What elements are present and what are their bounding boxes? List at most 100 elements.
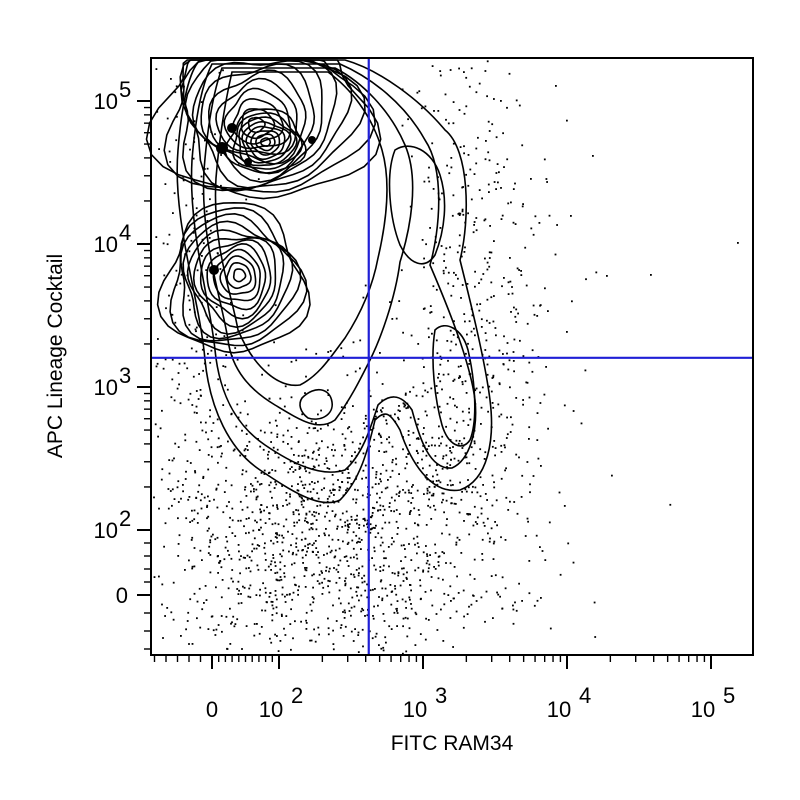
x-tick-exponent: 5 [723, 683, 735, 708]
data-point [308, 528, 311, 531]
data-point [456, 336, 459, 339]
data-point [507, 368, 510, 371]
data-point [230, 484, 233, 487]
data-point [472, 453, 475, 456]
data-point [369, 445, 371, 448]
data-point [362, 518, 365, 520]
data-point [287, 530, 289, 533]
data-point [425, 562, 428, 565]
data-point [490, 426, 493, 429]
data-point [372, 506, 374, 509]
data-point [240, 602, 243, 604]
data-point [438, 373, 440, 375]
data-point [417, 509, 420, 511]
data-point [192, 231, 195, 234]
data-point [265, 601, 268, 603]
data-point [300, 503, 303, 506]
data-point [256, 495, 259, 498]
data-point [326, 500, 329, 503]
data-point [493, 295, 495, 297]
data-point [490, 390, 493, 393]
data-point [447, 282, 450, 285]
data-point [475, 162, 478, 165]
data-point [287, 471, 290, 474]
contour-line [176, 59, 493, 504]
data-point [237, 416, 240, 419]
data-point [393, 611, 396, 614]
data-point [389, 414, 392, 417]
data-point [291, 598, 294, 601]
data-point [232, 449, 235, 452]
data-point [480, 423, 482, 425]
data-point [392, 540, 395, 543]
data-point [419, 584, 422, 587]
data-point [379, 544, 382, 547]
data-point [401, 567, 403, 570]
data-point [354, 451, 356, 454]
data-point [473, 327, 475, 330]
data-point [313, 628, 315, 631]
data-point [487, 183, 490, 186]
data-point [338, 589, 341, 592]
data-point [332, 483, 335, 486]
data-point [353, 576, 356, 578]
data-point [446, 340, 449, 342]
data-point [314, 640, 317, 643]
data-point [346, 560, 349, 562]
data-point [446, 484, 449, 486]
data-point [325, 528, 327, 530]
data-point [275, 598, 278, 601]
data-point [500, 413, 503, 416]
data-point [196, 412, 198, 414]
data-point [416, 462, 419, 464]
data-point [197, 398, 200, 400]
data-point [475, 387, 478, 390]
contour-line [202, 67, 414, 426]
data-point [522, 399, 524, 401]
data-point [395, 520, 398, 523]
data-point [285, 615, 288, 617]
data-point [283, 462, 286, 464]
data-point [191, 404, 194, 406]
data-point [287, 429, 289, 432]
data-point [506, 158, 509, 161]
data-point [162, 242, 165, 245]
data-point [312, 468, 314, 470]
data-point [355, 455, 358, 457]
data-point [157, 435, 159, 438]
data-point [595, 271, 598, 274]
data-point [437, 197, 440, 199]
data-point [513, 501, 516, 503]
data-point [411, 497, 414, 499]
data-point [248, 440, 251, 443]
data-point [521, 600, 523, 602]
data-point [340, 406, 343, 409]
data-point [278, 411, 281, 414]
data-point [229, 607, 231, 610]
data-point [432, 492, 435, 495]
data-point [356, 557, 359, 560]
data-point [473, 173, 476, 175]
data-point [347, 523, 349, 526]
data-point [466, 462, 468, 465]
data-point [355, 590, 358, 593]
data-point [229, 643, 232, 645]
data-point [297, 483, 299, 485]
data-point [410, 334, 413, 337]
data-point [436, 629, 439, 631]
data-point [253, 634, 256, 637]
data-point [402, 402, 405, 405]
data-point [443, 253, 446, 256]
data-point [405, 576, 408, 579]
data-point [384, 587, 387, 590]
data-point [511, 286, 513, 288]
data-point [457, 213, 460, 215]
data-point [404, 616, 407, 619]
data-point [522, 403, 524, 406]
data-point [213, 498, 215, 501]
data-point [427, 619, 430, 621]
data-point [407, 453, 409, 455]
data-point [426, 489, 429, 492]
data-point [437, 577, 440, 580]
data-point [276, 508, 279, 510]
